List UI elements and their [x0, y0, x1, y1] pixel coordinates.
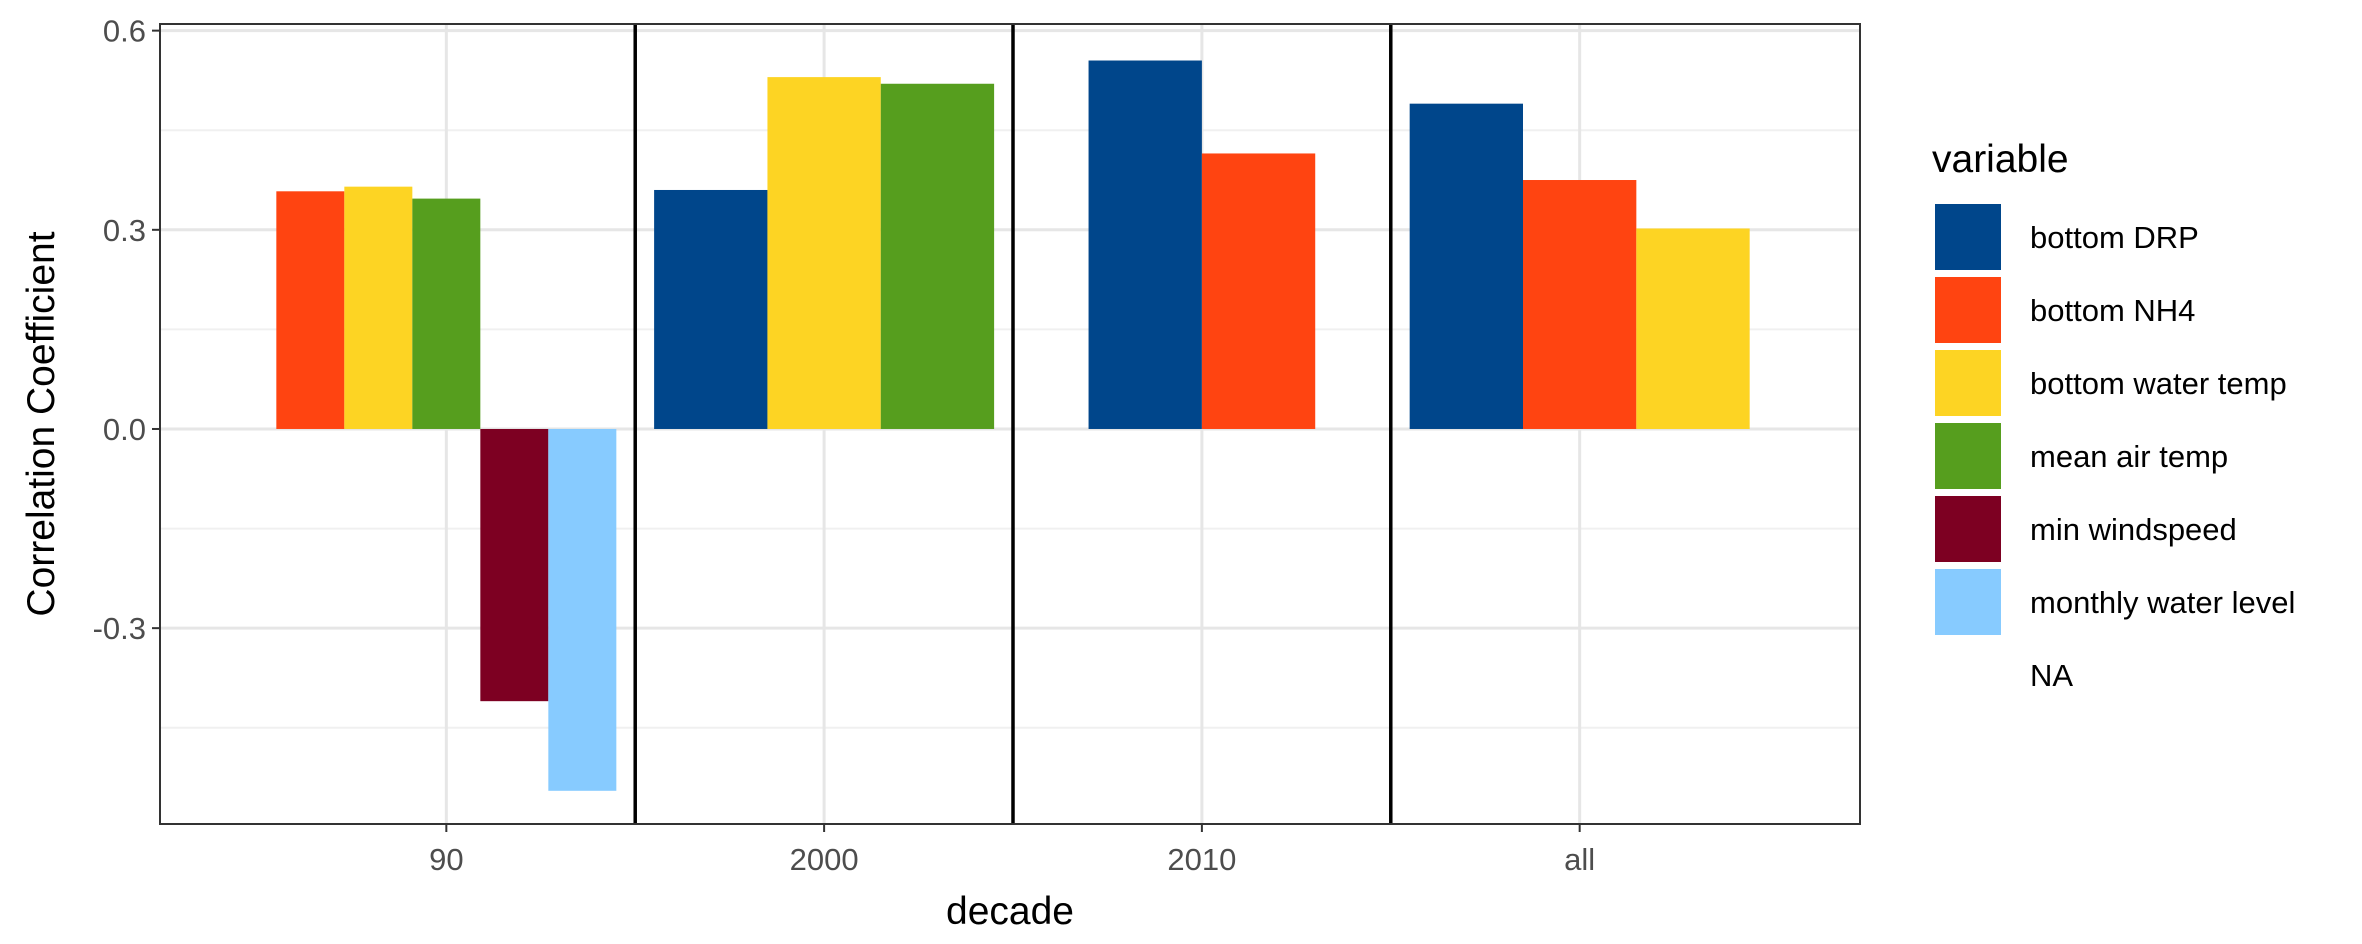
bar-2000-bottom-drp: [654, 189, 768, 429]
x-tick-label: all: [1564, 842, 1595, 877]
panel-border: [159, 23, 1861, 825]
y-tick-label: 0.6: [103, 14, 146, 49]
legend-title: variable: [1932, 138, 2069, 181]
legend-swatch: [1935, 423, 2001, 489]
bar-all-bottom-nh4: [1523, 180, 1637, 429]
legend-swatch: [1935, 569, 2001, 635]
facet-separators: [633, 24, 1393, 824]
axis-ticks: -0.3 0.0 0.3 0.6 90 2000 2010 all: [93, 14, 1596, 877]
legend-swatch: [1935, 350, 2001, 416]
bar-90-bottom-nh4: [276, 191, 345, 429]
x-axis-title: decade: [946, 890, 1074, 933]
x-tick-label: 2000: [790, 842, 859, 877]
legend-label: monthly water level: [2030, 585, 2295, 620]
bar-2000-mean-air-temp: [880, 83, 995, 429]
legend-label: mean air temp: [2030, 439, 2228, 474]
bar-90-bottom-water-temp: [344, 186, 413, 429]
bar-2010-bottom-drp: [1088, 60, 1202, 429]
y-tick-label: -0.3: [93, 611, 146, 646]
bar-90-mean-air-temp: [412, 198, 481, 429]
bar-90-min-windspeed: [480, 428, 549, 702]
legend-swatch: [1935, 496, 2001, 562]
legend-label: NA: [2030, 658, 2073, 693]
legend-swatch: [1935, 204, 2001, 270]
bar-2000-bottom-water-temp: [767, 77, 881, 429]
legend-label: bottom DRP: [2030, 220, 2199, 255]
x-tick-label: 90: [429, 842, 463, 877]
x-tick-label: 2010: [1167, 842, 1236, 877]
bar-all-bottom-drp: [1409, 103, 1523, 429]
bar-90-monthly-water-level: [548, 428, 617, 791]
y-tick-label: 0.3: [103, 213, 146, 248]
bar-all-bottom-water-temp: [1636, 228, 1750, 429]
y-tick-label: 0.0: [103, 412, 146, 447]
bar-2010-bottom-nh4: [1201, 153, 1316, 429]
legend-label: bottom water temp: [2030, 366, 2287, 401]
bars: [276, 60, 1750, 791]
y-axis-title: Correlation Coefficient: [20, 231, 63, 616]
legend-label: bottom NH4: [2030, 293, 2195, 328]
legend-label: min windspeed: [2030, 512, 2237, 547]
legend-swatch: [1935, 277, 2001, 343]
legend: variable bottom DRP bottom NH4 bottom wate…: [1932, 138, 2295, 693]
